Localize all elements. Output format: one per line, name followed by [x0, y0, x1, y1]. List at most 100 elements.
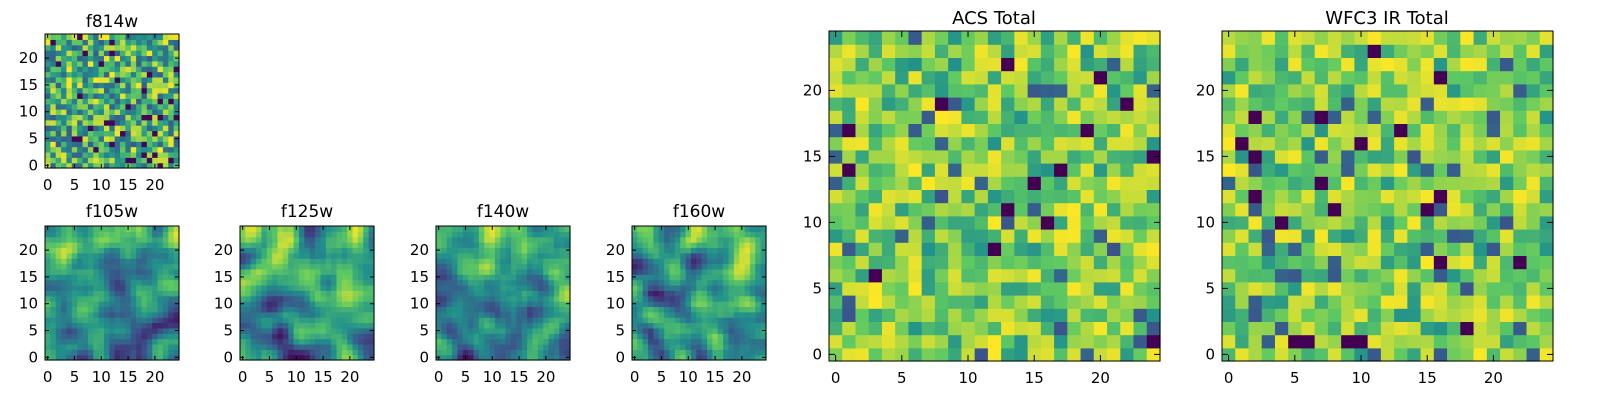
heatmap-cell [829, 321, 843, 336]
heatmap-cell [446, 226, 453, 232]
heatmap-cell [685, 242, 692, 249]
heatmap-cell [755, 317, 762, 324]
heatmap-cell [173, 279, 180, 286]
heatmap-cell [71, 301, 78, 307]
heatmap-cell [368, 263, 375, 270]
heatmap-cell [674, 295, 681, 302]
heatmap-cell [537, 349, 544, 356]
heatmap-cell [637, 274, 644, 281]
heatmap-cell [1040, 163, 1055, 177]
heatmap-cell [696, 226, 703, 232]
heatmap-cell [1248, 176, 1263, 190]
heatmap-cell [331, 349, 338, 356]
heatmap-cell [948, 215, 962, 230]
heatmap-cell [553, 226, 560, 232]
x-tick-label: 15 [1025, 369, 1044, 387]
heatmap-cell [961, 110, 976, 124]
heatmap-cell [701, 258, 708, 265]
heatmap-cell [45, 349, 51, 356]
heatmap-cell [723, 311, 730, 318]
heatmap-cell [733, 306, 740, 313]
heatmap-cell [341, 333, 348, 340]
heatmap-cell [1107, 163, 1121, 177]
heatmap-cell [881, 189, 896, 204]
heatmap-cell [272, 354, 279, 361]
heatmap-cell [1301, 123, 1316, 138]
heatmap-cell [934, 110, 949, 124]
heatmap-cell [130, 130, 137, 137]
heatmap-cell [1341, 163, 1355, 177]
heatmap-cell [1001, 189, 1015, 204]
heatmap-cell [168, 349, 175, 356]
heatmap-cell [494, 349, 501, 356]
heatmap-cell [1054, 149, 1068, 164]
heatmap-cell [868, 308, 883, 322]
heatmap-cell [728, 354, 735, 361]
heatmap-cell [157, 317, 164, 324]
heatmap-cell [1274, 136, 1289, 151]
heatmap-cell [553, 322, 560, 329]
heatmap-cell [71, 130, 78, 137]
heatmap-cell [1288, 110, 1303, 124]
heatmap-cell [93, 284, 100, 291]
heatmap-cell [739, 333, 746, 340]
heatmap-cell [521, 317, 528, 324]
heatmap-cell [511, 301, 517, 307]
heatmap-cell [855, 44, 870, 58]
heatmap-cell [642, 306, 649, 313]
heatmap-cell [240, 258, 246, 265]
heatmap-cell [136, 119, 143, 126]
heatmap-cell [304, 226, 311, 232]
heatmap-cell [664, 252, 671, 259]
heatmap-cell [457, 311, 464, 318]
heatmap-cell [632, 290, 638, 297]
heatmap-cell [1288, 255, 1303, 270]
heatmap-cell [341, 279, 348, 286]
heatmap-cell [829, 149, 843, 164]
heatmap-cell [1235, 268, 1250, 283]
heatmap-cell [1027, 83, 1042, 98]
heatmap-cell [1486, 176, 1501, 190]
heatmap-cell [1314, 255, 1329, 270]
heatmap-cell [1460, 163, 1475, 177]
heatmap-cell [87, 236, 94, 243]
heatmap-cell [457, 301, 464, 307]
heatmap-cell [77, 82, 84, 89]
heatmap-cell [130, 119, 137, 126]
heatmap-cell [707, 252, 713, 259]
heatmap-cell [336, 301, 343, 307]
heatmap-cell [1301, 44, 1316, 58]
y-tick-label: 0 [1205, 345, 1215, 363]
heatmap-cell [1133, 44, 1148, 58]
heatmap-cell [653, 284, 660, 291]
heatmap-cell [441, 242, 448, 249]
heatmap-cell [701, 333, 708, 340]
heatmap-cell [1146, 281, 1161, 296]
heatmap-cell [315, 317, 321, 324]
heatmap-cell [452, 322, 459, 329]
heatmap-cell [1513, 308, 1528, 322]
heatmap-cell [1407, 268, 1422, 283]
heatmap-cell [744, 311, 751, 318]
heatmap-cell [987, 44, 1002, 58]
heatmap-cell [1274, 255, 1289, 270]
heatmap-cell [468, 354, 475, 361]
heatmap-cell [114, 284, 121, 291]
heatmap-cell [61, 338, 68, 345]
heatmap-cell [1261, 176, 1276, 190]
heatmap-cell [829, 110, 843, 124]
heatmap-cell [1447, 97, 1461, 111]
heatmap-cell [162, 71, 169, 78]
heatmap-cell [717, 231, 724, 238]
heatmap-cell [98, 103, 105, 110]
heatmap-cell [336, 349, 343, 356]
heatmap-cell [881, 229, 896, 243]
heatmap-cell [1261, 215, 1276, 230]
heatmap-cell [357, 279, 364, 286]
heatmap-cell [1407, 281, 1422, 296]
heatmap-cell [548, 279, 555, 286]
heatmap-cell [50, 151, 57, 158]
heatmap-cell [1274, 123, 1289, 138]
heatmap-cell [71, 306, 78, 313]
heatmap-cell [152, 327, 159, 334]
